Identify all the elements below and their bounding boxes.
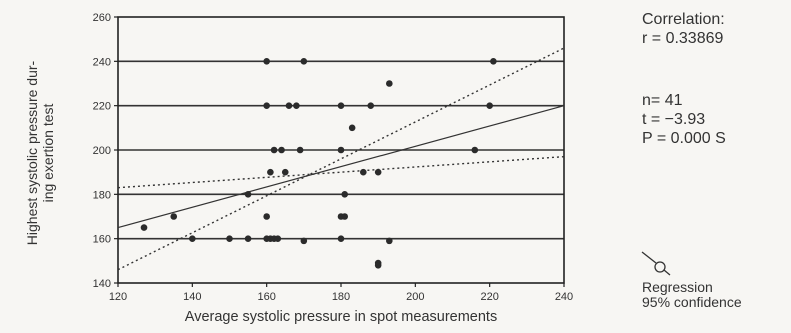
data-point	[367, 102, 375, 109]
confidence-band-upper	[117, 47, 565, 271]
correlation-label: Correlation:	[642, 11, 725, 28]
y-axis-label: Highest systolic pressure dur- ing exert…	[14, 18, 66, 288]
data-point	[293, 102, 300, 109]
data-point	[374, 261, 382, 269]
data-point	[278, 146, 285, 154]
data-point	[270, 146, 278, 154]
x-tick-label: 220	[480, 291, 498, 303]
data-point	[263, 213, 270, 220]
regression-lines	[117, 47, 565, 271]
data-point	[244, 235, 252, 242]
x-tick-label: 160	[257, 291, 275, 303]
data-point	[274, 235, 282, 242]
x-tick-label: 180	[332, 291, 350, 303]
data-point	[244, 191, 252, 198]
y-tick-label: 260	[93, 12, 111, 24]
t-statistic: t = −3.93	[642, 111, 706, 128]
x-tick-label: 140	[183, 291, 201, 303]
y-tick-label: 160	[93, 234, 111, 246]
data-point	[348, 124, 356, 132]
x-tick-label: 200	[406, 291, 424, 303]
legend: Regression 95% confidence	[642, 280, 742, 310]
data-point	[471, 146, 479, 154]
data-point	[285, 102, 293, 109]
x-axis-label: Average systolic pressure in spot measur…	[184, 309, 498, 325]
data-points	[140, 58, 497, 269]
legend-regression: Regression	[642, 279, 713, 295]
statistics-panel: Correlation: r = 0.33869 n= 41 t = −3.93…	[642, 10, 726, 148]
y-tick-label: 240	[93, 56, 111, 68]
data-point	[281, 168, 289, 176]
confidence-band-lower	[117, 155, 565, 189]
data-point	[140, 224, 148, 231]
data-point	[189, 235, 196, 242]
regression-legend-icon	[641, 251, 671, 276]
data-point	[337, 235, 345, 242]
data-point	[486, 102, 493, 109]
y-tick-label: 140	[93, 278, 111, 290]
data-point	[337, 146, 345, 154]
p-value: P = 0.000 S	[642, 130, 726, 147]
y-tick-label: 180	[93, 189, 111, 201]
data-point	[341, 191, 349, 198]
data-point	[267, 168, 274, 176]
data-point	[386, 80, 393, 87]
y-tick-label: 220	[93, 101, 111, 113]
data-point	[300, 237, 308, 245]
legend-confidence: 95% confidence	[642, 294, 742, 310]
data-point	[300, 58, 308, 65]
data-point	[226, 235, 233, 242]
data-point	[170, 213, 178, 220]
data-point	[360, 168, 367, 176]
correlation-value: r = 0.33869	[642, 30, 724, 47]
x-tick-label: 240	[555, 291, 573, 303]
data-point	[296, 146, 304, 154]
data-point	[374, 168, 382, 176]
data-point	[386, 237, 393, 245]
data-point	[337, 102, 345, 109]
data-point	[490, 58, 497, 65]
data-point	[263, 102, 270, 109]
sample-size: n= 41	[642, 92, 683, 109]
x-tick-label: 120	[109, 291, 127, 303]
y-tick-label: 200	[93, 145, 111, 157]
y-axis-label-line-1: Highest systolic pressure dur-	[24, 60, 40, 246]
data-point	[341, 213, 349, 220]
data-point	[263, 58, 270, 65]
regression-line	[117, 105, 565, 229]
y-axis-label-line-2: ing exertion test	[40, 103, 56, 203]
